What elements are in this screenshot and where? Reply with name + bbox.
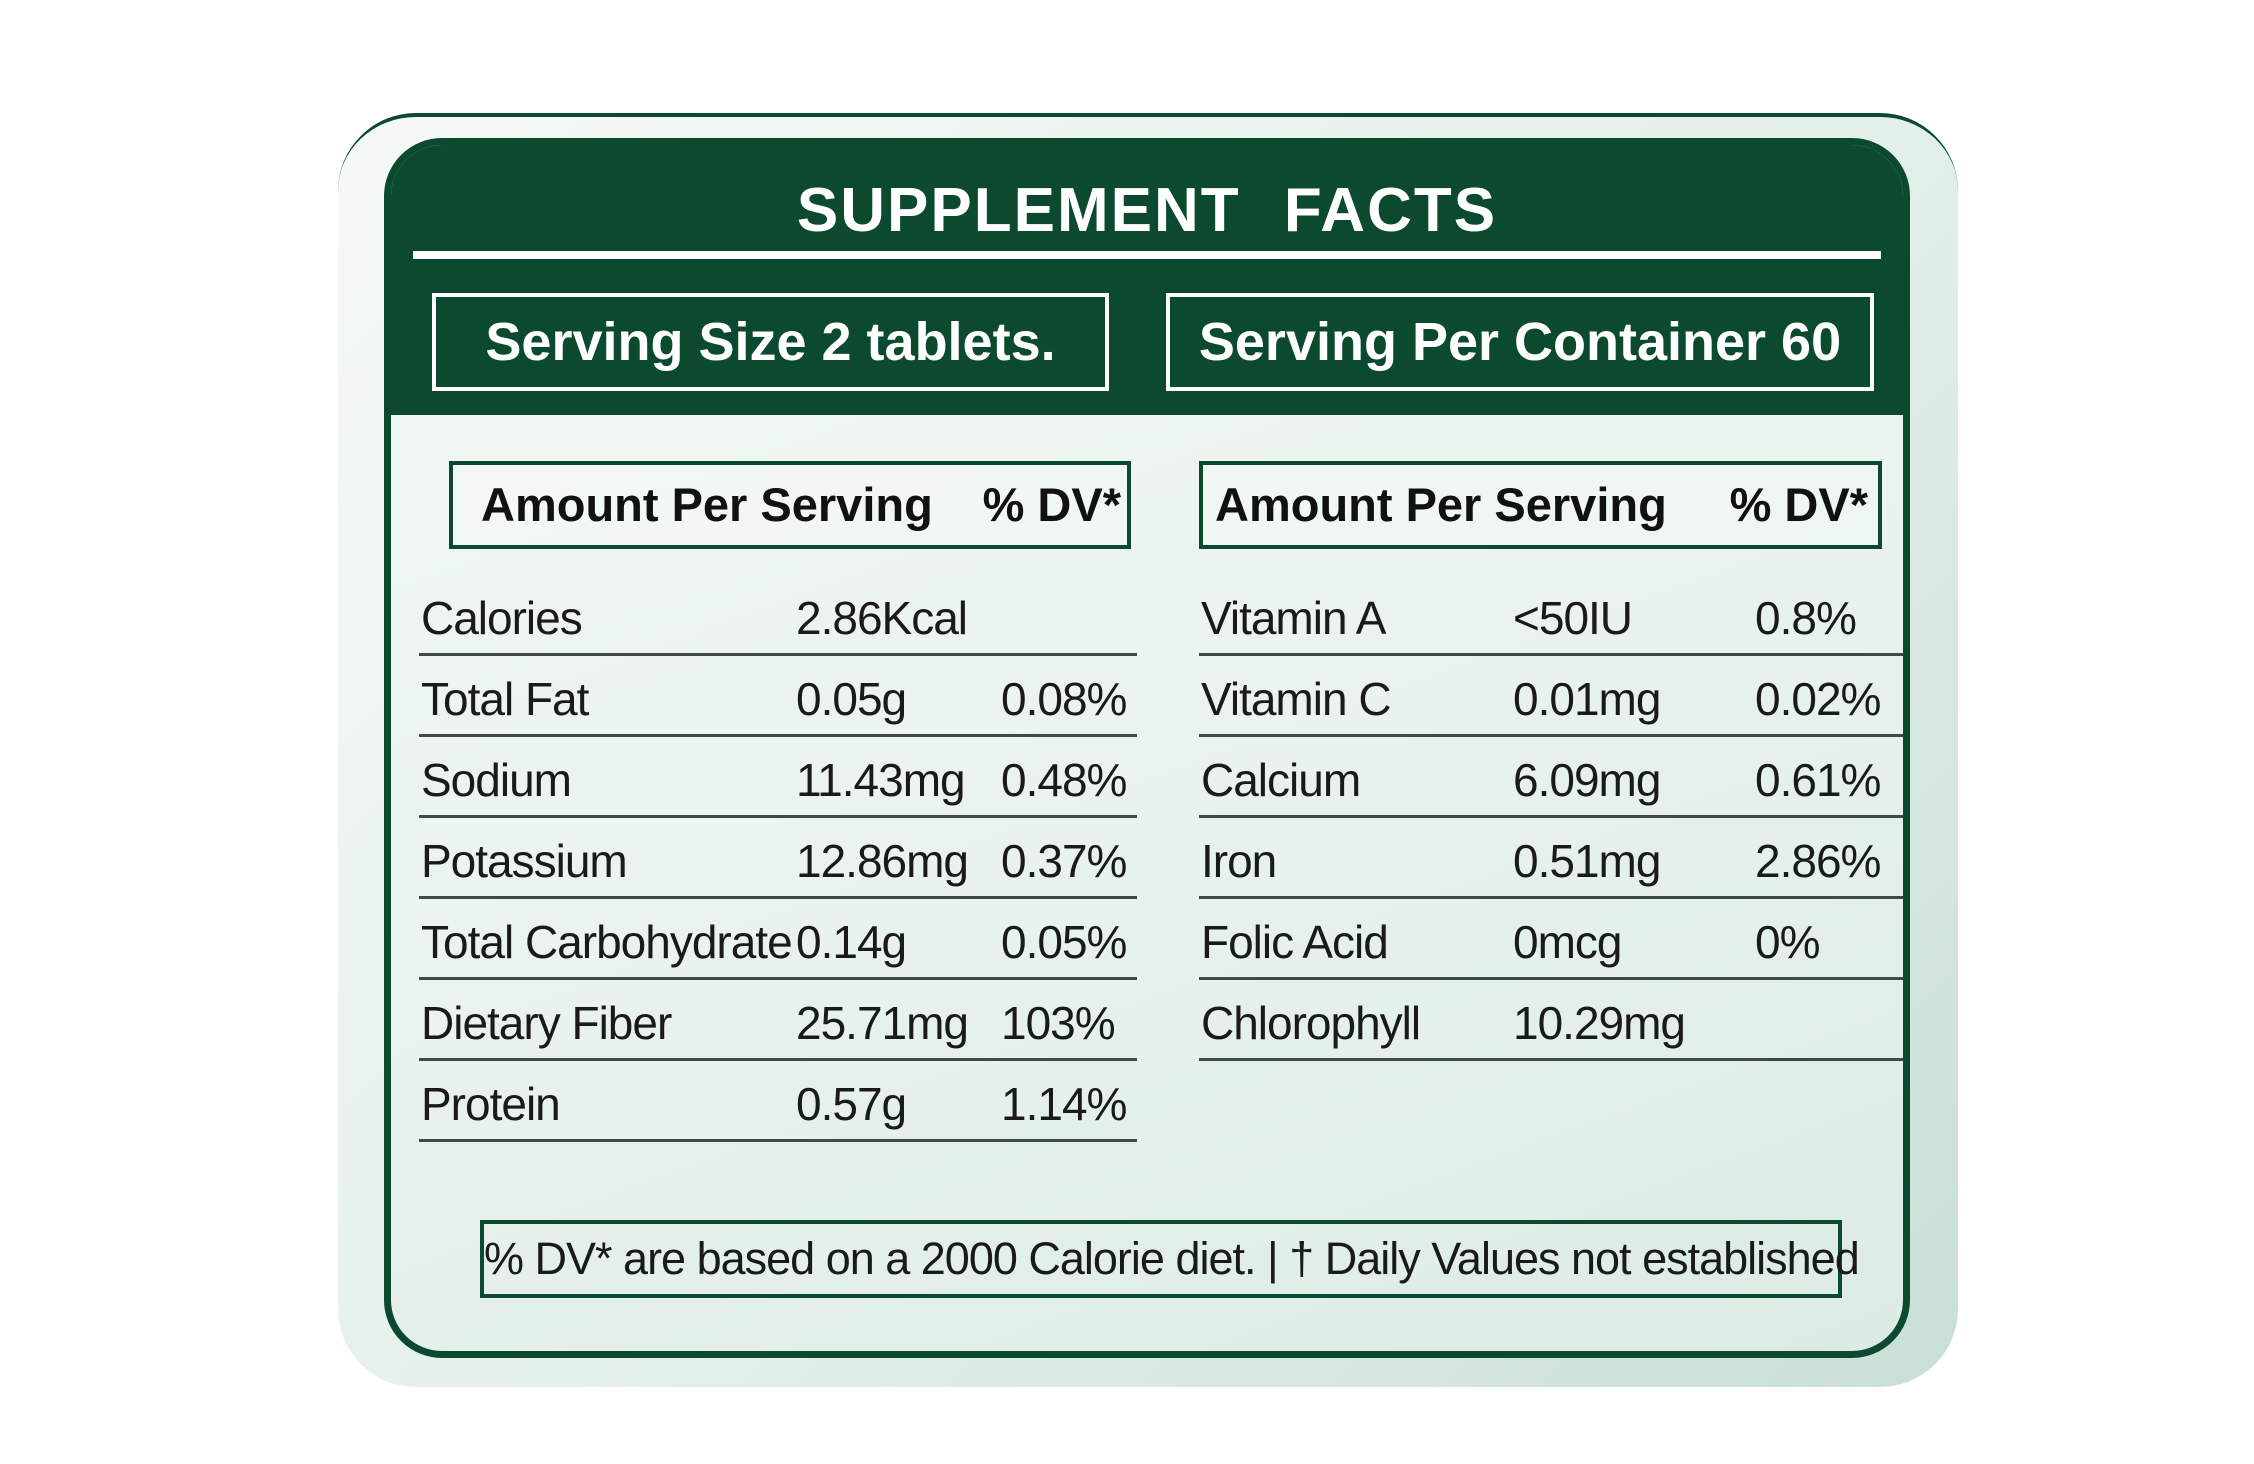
table-row: Total Fat 0.05g 0.08% — [419, 656, 1137, 737]
nutrient-name: Dietary Fiber — [421, 997, 672, 1049]
nutrient-dv: 0.05% — [1001, 916, 1127, 968]
nutrient-amount: 6.09mg — [1513, 754, 1661, 806]
nutrient-amount: 0.01mg — [1513, 673, 1661, 725]
nutrient-dv: 0.48% — [1001, 754, 1127, 806]
nutrient-dv: 0.8% — [1755, 592, 1857, 644]
label-title: SUPPLEMENT FACTS — [796, 176, 1498, 245]
amount-header-right: Amount Per Serving % DV* — [1199, 461, 1882, 549]
nutrient-name: Sodium — [421, 754, 572, 806]
table-row: Vitamin A <50IU 0.8% — [1199, 575, 1903, 656]
supplement-facts-card: SUPPLEMENT FACTS Serving Size 2 tablets.… — [384, 138, 1910, 1358]
nutrient-name: Protein — [421, 1078, 561, 1130]
nutrient-name: Potassium — [421, 835, 628, 887]
nutrient-amount: 10.29mg — [1513, 997, 1686, 1049]
nutrient-name: Vitamin A — [1201, 592, 1386, 644]
nutrient-amount: <50IU — [1513, 592, 1633, 644]
nutrient-name: Calcium — [1201, 754, 1361, 806]
nutrient-name: Vitamin C — [1201, 673, 1392, 725]
nutrient-name: Folic Acid — [1201, 916, 1389, 968]
table-row: Potassium 12.86mg 0.37% — [419, 818, 1137, 899]
dv-label: % DV* — [1729, 478, 1868, 531]
nutrient-amount: 0.05g — [796, 673, 907, 725]
nutrient-dv: 0.02% — [1755, 673, 1881, 725]
nutrient-amount: 11.43mg — [796, 754, 966, 806]
nutrient-amount: 0mcg — [1513, 916, 1622, 968]
nutrient-name: Iron — [1201, 835, 1277, 887]
dv-label: % DV* — [982, 478, 1121, 531]
table-row: Dietary Fiber 25.71mg 103% — [419, 980, 1137, 1061]
nutrient-name: Total Fat — [421, 673, 589, 725]
table-row: Chlorophyll 10.29mg — [1199, 980, 1903, 1061]
nutrient-name: Calories — [421, 592, 583, 644]
table-row: Iron 0.51mg 2.86% — [1199, 818, 1903, 899]
nutrient-dv: 0% — [1755, 916, 1820, 968]
nutrient-name: Total Carbohydrate — [421, 916, 793, 968]
amount-per-serving-label: Amount Per Serving — [481, 478, 933, 531]
title-divider — [413, 251, 1881, 259]
nutrient-amount: 12.86mg — [796, 835, 969, 887]
nutrient-dv: 103% — [1001, 997, 1116, 1049]
nutrient-dv: 0.37% — [1001, 835, 1127, 887]
nutrient-amount: 0.51mg — [1513, 835, 1661, 887]
amount-per-serving-label: Amount Per Serving — [1215, 478, 1667, 531]
nutrient-dv: 1.14% — [1001, 1078, 1127, 1130]
header-band: SUPPLEMENT FACTS Serving Size 2 tablets.… — [391, 145, 1903, 415]
table-row: Total Carbohydrate 0.14g 0.05% — [419, 899, 1137, 980]
table-row: Vitamin C 0.01mg 0.02% — [1199, 656, 1903, 737]
servings-per-container-box: Serving Per Container 60 — [1166, 293, 1874, 391]
nutrient-table-left: Calories 2.86Kcal Total Fat 0.05g 0.08% … — [419, 575, 1137, 1142]
nutrient-dv: 0.61% — [1755, 754, 1881, 806]
nutrient-amount: 0.57g — [796, 1078, 907, 1130]
nutrient-amount: 0.14g — [796, 916, 907, 968]
table-row: Sodium 11.43mg 0.48% — [419, 737, 1137, 818]
serving-size-box: Serving Size 2 tablets. — [432, 293, 1109, 391]
daily-value-footnote: % DV* are based on a 2000 Calorie diet. … — [480, 1220, 1860, 1298]
nutrient-dv: 0.08% — [1001, 673, 1127, 725]
table-row: Calories 2.86Kcal — [419, 575, 1137, 656]
nutrient-table-right: Vitamin A <50IU 0.8% Vitamin C 0.01mg 0.… — [1199, 575, 1903, 1061]
nutrient-amount: 25.71mg — [796, 997, 969, 1049]
table-row: Folic Acid 0mcg 0% — [1199, 899, 1903, 980]
table-row: Calcium 6.09mg 0.61% — [1199, 737, 1903, 818]
nutrient-name: Chlorophyll — [1201, 997, 1421, 1049]
table-row: Protein 0.57g 1.14% — [419, 1061, 1137, 1142]
nutrient-amount: 2.86Kcal — [796, 592, 968, 644]
nutrient-dv: 2.86% — [1755, 835, 1881, 887]
amount-header-left: Amount Per Serving % DV* — [449, 461, 1131, 549]
